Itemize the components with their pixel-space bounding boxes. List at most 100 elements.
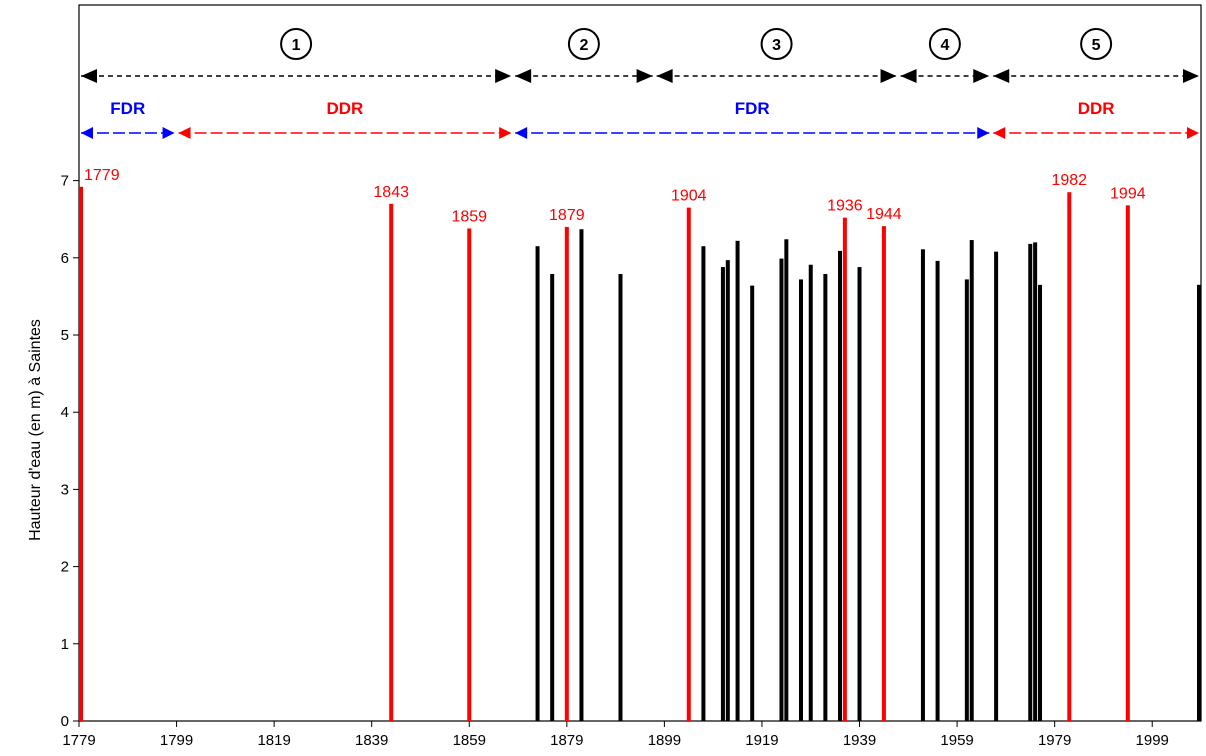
bar-s1-19	[969, 240, 974, 721]
y-tick-label-2: 2	[61, 559, 69, 576]
x-tick-label-11: 1999	[1136, 732, 1169, 749]
regime-arrow-1-head-left	[178, 127, 191, 139]
y-tick-label-3: 3	[61, 481, 69, 498]
period-circle-3	[928, 28, 961, 60]
bar-s0-0	[79, 186, 83, 721]
x-tick-label-1: 1799	[160, 732, 193, 749]
bar-label-1994: 1994	[1110, 185, 1146, 202]
x-tick-label-2: 1819	[257, 732, 290, 749]
regime-label-3: DDR	[1078, 99, 1115, 118]
axes: 1779 1799 1819 1839 1859 1879 1899 1919 1939 1959…	[61, 173, 1169, 749]
period-arrow-2-head-right	[880, 69, 897, 83]
regime-label-1: DDR	[326, 99, 363, 118]
x-tick-label-5: 1879	[550, 732, 583, 749]
period-label-1: 2	[579, 37, 588, 54]
bar-label-1843: 1843	[373, 184, 409, 201]
bar-s1-4	[701, 246, 706, 721]
y-tick-label-0: 0	[61, 713, 69, 730]
bar-s1-0	[535, 246, 540, 721]
bar-s1-24	[1197, 284, 1201, 721]
period-circle-2	[760, 28, 793, 60]
bar-s0-3	[564, 226, 569, 722]
x-tick-label-10: 1979	[1038, 732, 1071, 749]
period-circle-4	[1080, 28, 1113, 60]
bar-label-1944: 1944	[866, 206, 902, 223]
period-arrow-4-head-right	[1183, 69, 1199, 83]
bar-s1-17	[935, 260, 940, 721]
x-tick-label-8: 1939	[843, 732, 876, 749]
regime-arrow-3-head-left	[993, 127, 1006, 139]
bar-s1-10	[784, 239, 789, 721]
bar-label-1936: 1936	[827, 198, 863, 215]
bar-s1-13	[823, 274, 828, 721]
regime-arrow-2-head-left	[515, 127, 528, 139]
bar-s0-2	[467, 228, 472, 722]
bar-s1-1	[550, 274, 555, 721]
regime-arrow-0-head-left	[81, 127, 93, 139]
regime-arrow-3-head-right	[1187, 127, 1199, 139]
regime-arrow-1-head-right	[499, 127, 512, 139]
bar-s1-11	[798, 279, 803, 721]
period-label-4: 5	[1092, 37, 1101, 54]
y-tick-label-5: 5	[61, 327, 69, 344]
period-annotations: 1 2 3 4 5	[81, 28, 1199, 83]
y-tick-label-7: 7	[61, 173, 69, 190]
bar-s1-18	[964, 279, 969, 721]
period-arrow-1-head-right	[636, 69, 653, 83]
y-tick-label-4: 4	[61, 404, 69, 421]
bar-s1-2	[579, 229, 584, 721]
period-circle-0	[280, 28, 313, 60]
x-tick-label-0: 1779	[62, 732, 95, 749]
bar-s1-15	[857, 267, 862, 721]
bar-label-1779: 1779	[84, 167, 120, 184]
period-arrow-3-head-left	[900, 69, 917, 83]
plot-frame	[78, 4, 1202, 722]
regime-label-0: FDR	[110, 99, 145, 118]
bar-s0-7	[1067, 192, 1072, 721]
bar-s1-16	[920, 249, 925, 722]
bar-s0-5	[842, 217, 847, 721]
bar-s1-5	[720, 267, 725, 721]
bar-s0-6	[881, 226, 886, 721]
regime-arrow-0-head-right	[162, 127, 175, 139]
bar-s1-12	[808, 264, 813, 721]
bar-s1-21	[1028, 243, 1033, 722]
x-tick-label-3: 1839	[355, 732, 388, 749]
bar-s1-23	[1038, 284, 1043, 721]
x-tick-label-4: 1859	[453, 732, 486, 749]
period-circle-1	[567, 28, 600, 60]
bar-s1-22	[1033, 242, 1038, 722]
period-label-0: 1	[292, 37, 301, 54]
period-arrow-4-head-left	[993, 69, 1010, 83]
bar-s1-7	[735, 240, 740, 722]
bar-label-1859: 1859	[451, 208, 487, 225]
bar-s0-8	[1125, 205, 1130, 721]
regime-arrow-2-head-right	[977, 127, 990, 139]
period-arrow-3-head-right	[973, 69, 990, 83]
period-arrow-0-head-left	[81, 69, 97, 83]
period-label-3: 4	[940, 37, 949, 54]
period-arrow-2-head-left	[656, 69, 673, 83]
bar-s1-6	[725, 260, 730, 721]
y-tick-label-6: 6	[61, 250, 69, 267]
x-tick-label-9: 1959	[940, 732, 973, 749]
regime-annotations: FDR DDR FDR DDR	[81, 99, 1199, 139]
bar-label-1982: 1982	[1051, 172, 1087, 189]
x-tick-label-6: 1899	[648, 732, 681, 749]
bar-s1-3	[618, 274, 623, 721]
y-axis-label: Hauteur d'eau (en m) à Saintes	[27, 319, 44, 541]
bar-s0-1	[389, 203, 394, 721]
bar-s1-14	[838, 250, 843, 722]
x-tick-label-7: 1919	[745, 732, 778, 749]
bar-label-1879: 1879	[549, 207, 585, 224]
period-arrow-0-head-right	[495, 69, 512, 83]
bar-s1-9	[779, 258, 784, 721]
bar-label-1904: 1904	[671, 188, 707, 205]
y-tick-label-1: 1	[61, 636, 69, 653]
period-arrow-1-head-left	[515, 69, 532, 83]
bar-s1-20	[994, 251, 999, 721]
bar-s1-8	[750, 285, 755, 721]
regime-label-2: FDR	[735, 99, 770, 118]
bars: 1779 1843 1859 1879 1904 1936 1944 1982 1994	[79, 167, 1201, 722]
